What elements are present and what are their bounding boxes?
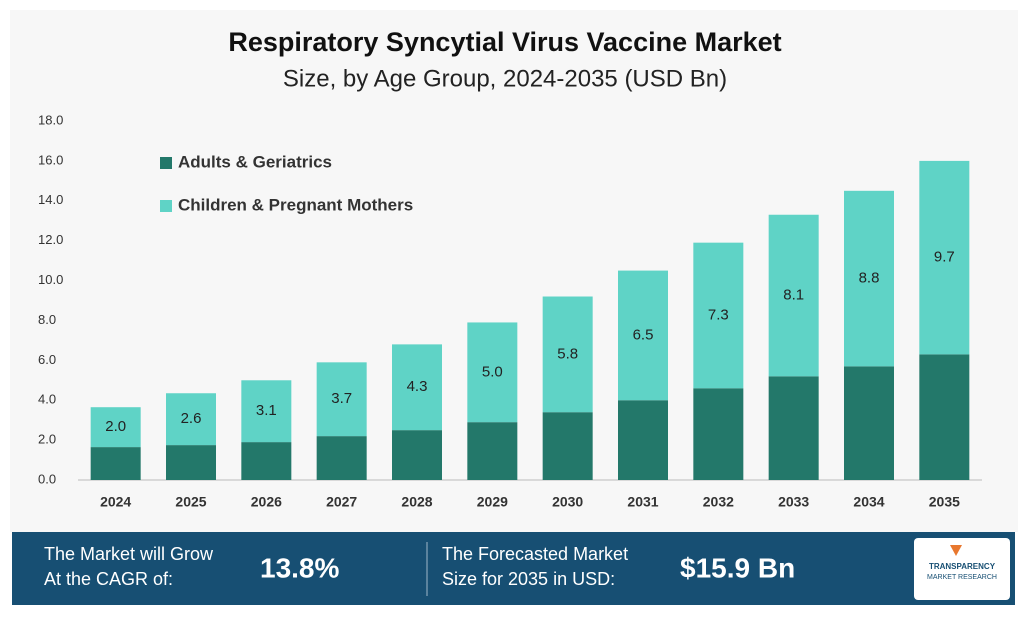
y-tick-label: 10.0 xyxy=(38,272,63,287)
legend-swatch xyxy=(160,157,172,169)
y-tick-label: 16.0 xyxy=(38,152,63,167)
data-label: 8.1 xyxy=(783,286,804,303)
bar-segment xyxy=(542,412,593,480)
bar-segment xyxy=(618,270,668,401)
y-tick-label: 6.0 xyxy=(38,352,56,367)
bar-segment xyxy=(467,422,518,480)
data-label: 2.0 xyxy=(105,418,126,435)
bar-segment xyxy=(919,354,970,480)
chart-title: Respiratory Syncytial Virus Vaccine Mark… xyxy=(228,27,781,57)
bar-segment xyxy=(392,430,442,480)
y-tick-label: 8.0 xyxy=(38,312,56,327)
x-tick-label: 2035 xyxy=(929,494,960,510)
x-tick-label: 2032 xyxy=(703,494,734,510)
bar-segment xyxy=(166,393,216,446)
chart-subtitle: Size, by Age Group, 2024-2035 (USD Bn) xyxy=(283,65,727,92)
x-tick-label: 2026 xyxy=(251,494,282,510)
bar-segment xyxy=(316,362,367,437)
logo-icon xyxy=(950,545,962,556)
legend-swatch xyxy=(160,200,172,212)
banner xyxy=(12,532,1015,605)
banner-text: The Forecasted Market xyxy=(442,544,628,564)
legend-label: Adults & Geriatrics xyxy=(178,152,332,171)
data-label: 8.8 xyxy=(859,270,880,287)
bar-segment xyxy=(316,436,367,480)
bar-segment xyxy=(467,322,518,423)
bar-segment xyxy=(166,445,216,480)
bar-segment xyxy=(618,400,668,480)
x-tick-label: 2027 xyxy=(326,494,357,510)
bar-segment xyxy=(542,296,593,413)
banner-text: At the CAGR of: xyxy=(44,569,173,589)
bar-segment xyxy=(768,214,819,377)
bar-segment xyxy=(693,388,744,480)
x-tick-label: 2028 xyxy=(401,494,432,510)
bar-segment xyxy=(919,160,970,355)
banner-value: $15.9 Bn xyxy=(680,552,795,583)
y-tick-label: 14.0 xyxy=(38,192,63,207)
x-tick-label: 2030 xyxy=(552,494,583,510)
data-label: 9.7 xyxy=(934,249,955,266)
bar-segment xyxy=(90,407,141,448)
bar-segment xyxy=(90,447,141,480)
data-label: 7.3 xyxy=(708,306,729,323)
logo-text: MARKET RESEARCH xyxy=(927,574,997,581)
bar-segment xyxy=(241,442,292,480)
bar-segment xyxy=(844,366,894,480)
data-label: 3.1 xyxy=(256,402,277,419)
y-tick-label: 0.0 xyxy=(38,471,56,486)
x-tick-label: 2029 xyxy=(477,494,508,510)
data-label: 5.0 xyxy=(482,363,503,380)
y-tick-label: 12.0 xyxy=(38,232,63,247)
bar-segment xyxy=(844,190,894,367)
y-tick-label: 4.0 xyxy=(38,392,56,407)
y-tick-label: 18.0 xyxy=(38,112,63,127)
x-tick-label: 2031 xyxy=(627,494,658,510)
logo-text: TRANSPARENCY xyxy=(929,562,996,571)
banner-value: 13.8% xyxy=(260,552,339,583)
bar-segment xyxy=(392,344,442,431)
data-label: 4.3 xyxy=(407,378,428,395)
x-tick-label: 2025 xyxy=(175,494,206,510)
data-label: 5.8 xyxy=(557,345,578,362)
data-label: 2.6 xyxy=(181,410,202,427)
x-tick-label: 2034 xyxy=(853,494,884,510)
data-label: 6.5 xyxy=(633,326,654,343)
x-tick-label: 2033 xyxy=(778,494,809,510)
banner-text: The Market will Grow xyxy=(44,544,214,564)
logo-box xyxy=(914,538,1010,600)
legend-label: Children & Pregnant Mothers xyxy=(178,195,413,214)
data-label: 3.7 xyxy=(331,390,352,407)
bar-segment xyxy=(241,380,292,443)
x-tick-label: 2024 xyxy=(100,494,131,510)
y-tick-label: 2.0 xyxy=(38,432,56,447)
bar-segment xyxy=(768,376,819,480)
bar-segment xyxy=(693,242,744,389)
banner-text: Size for 2035 in USD: xyxy=(442,569,615,589)
